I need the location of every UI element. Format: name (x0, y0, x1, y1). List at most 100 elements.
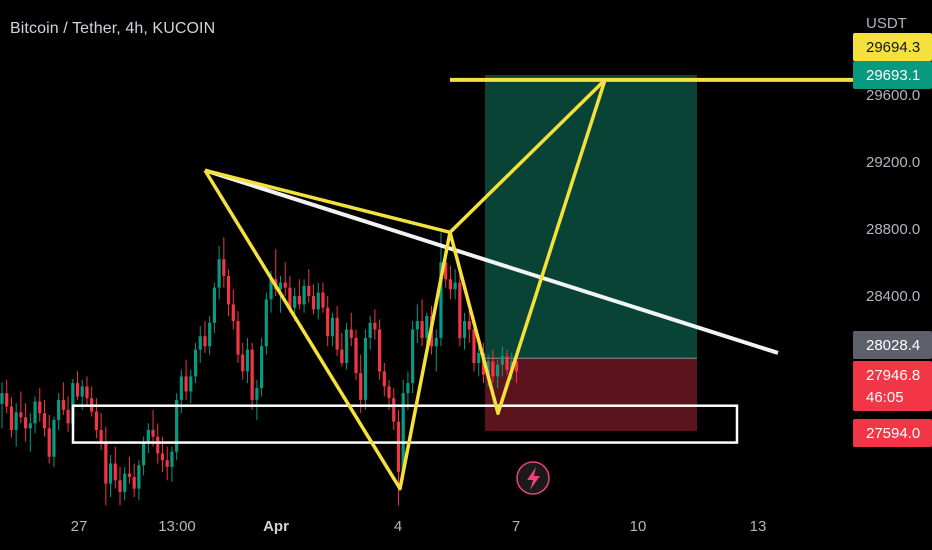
price-tags: 29694.3 29693.1 28028.4 27946.8 46:05 27594.0 (853, 33, 932, 447)
candle-body (9, 406, 14, 430)
candle-body (151, 430, 155, 437)
candle-body (288, 287, 292, 308)
candle-body (321, 292, 325, 308)
candle-body (66, 409, 70, 424)
price-tag-value: 27946.8 (866, 367, 920, 384)
candle-body (42, 413, 47, 429)
candle-body (165, 460, 169, 467)
support-box (71, 404, 739, 444)
candle-body (57, 399, 61, 420)
candle-body (38, 401, 42, 414)
price-tag-countdown: 46:05 (866, 389, 904, 406)
candle-body (137, 465, 141, 489)
candle-body (236, 321, 240, 355)
x-tick-label: Apr (263, 518, 289, 535)
candle-body (396, 421, 401, 472)
lightning-icon[interactable] (516, 461, 550, 495)
candle-body (255, 388, 259, 400)
candle-body (193, 349, 198, 377)
y-tick-label: 29200.0 (866, 154, 920, 171)
candle-body (359, 373, 363, 400)
candle-body (231, 304, 235, 322)
candle-body (448, 279, 452, 290)
candle-body (104, 441, 108, 484)
candle-body (477, 352, 481, 363)
x-tick-label: 27 (71, 518, 88, 535)
y-tick-label: 29600.0 (866, 87, 920, 104)
axis-unit-label: USDT (866, 15, 907, 32)
pattern-bd-leg (448, 78, 607, 234)
candle-body (264, 299, 268, 347)
candle-body (175, 399, 179, 452)
candle-body (401, 393, 405, 472)
candle-body (189, 376, 193, 392)
candle-body (142, 443, 146, 466)
y-tick-label: 28400.0 (866, 288, 920, 305)
candle-body (208, 322, 212, 347)
candle-body (123, 473, 127, 492)
candle-body (75, 383, 80, 397)
candle-body (0, 393, 4, 405)
candle-body (113, 463, 117, 481)
price-tag-value: 28028.4 (866, 337, 920, 354)
candle-body (453, 282, 457, 290)
candle-body (378, 329, 382, 372)
candle-body (99, 430, 103, 442)
price-tag: 29694.3 (853, 33, 932, 61)
price-tag-value: 29693.1 (866, 67, 920, 84)
candle-body (500, 356, 504, 365)
price-axis: USDT 28400.0 28800.0 29200.0 29600.0 (866, 15, 920, 305)
candle-body (316, 292, 320, 310)
price-tag-background (853, 331, 932, 359)
candle-body (349, 329, 353, 338)
candle-body (61, 399, 65, 410)
candle-body (118, 480, 122, 492)
candle-body (52, 419, 56, 457)
descending-trendline (204, 168, 779, 355)
price-tag: 27594.0 (853, 419, 932, 447)
candle-body (283, 282, 287, 288)
candle-body (297, 296, 301, 305)
candle-body (406, 383, 410, 394)
price-tag-background (853, 361, 932, 411)
price-tag: 29693.1 (853, 61, 932, 89)
x-tick-label: 7 (512, 518, 520, 535)
candle-body (415, 321, 419, 330)
candle-body (505, 356, 509, 370)
candle-body (439, 262, 443, 338)
candle-body (392, 398, 396, 422)
price-tag-background (853, 61, 932, 89)
price-tag-value: 29694.3 (866, 39, 920, 56)
candle-body (330, 317, 334, 337)
candle-body (212, 287, 216, 323)
x-tick-label: 13 (750, 518, 767, 535)
price-tag: 28028.4 (853, 331, 932, 359)
candle-body (132, 476, 136, 489)
y-tick-label: 28800.0 (866, 221, 920, 238)
candle-body (226, 275, 231, 305)
candle-body (127, 473, 132, 477)
candle-body (373, 322, 377, 330)
candle-body (5, 393, 9, 407)
candle-body (80, 386, 84, 397)
candle-body (184, 376, 188, 392)
candle-body (260, 346, 264, 389)
candle-body (241, 354, 245, 372)
candle-body (47, 428, 51, 457)
candle-body (278, 282, 283, 290)
candle-body (19, 412, 23, 418)
price-tag-value: 27594.0 (866, 425, 920, 442)
candle-body (458, 282, 462, 338)
candle-body (156, 436, 160, 454)
candle-body (250, 349, 254, 400)
position-zones (485, 75, 697, 432)
candle-body (28, 423, 32, 429)
candle-body (33, 401, 37, 424)
candle-body (344, 329, 349, 363)
candle-body (496, 364, 500, 377)
candle-body (411, 329, 415, 384)
candle-body (420, 321, 424, 338)
candle-body (340, 349, 344, 363)
candle-body (94, 411, 98, 430)
